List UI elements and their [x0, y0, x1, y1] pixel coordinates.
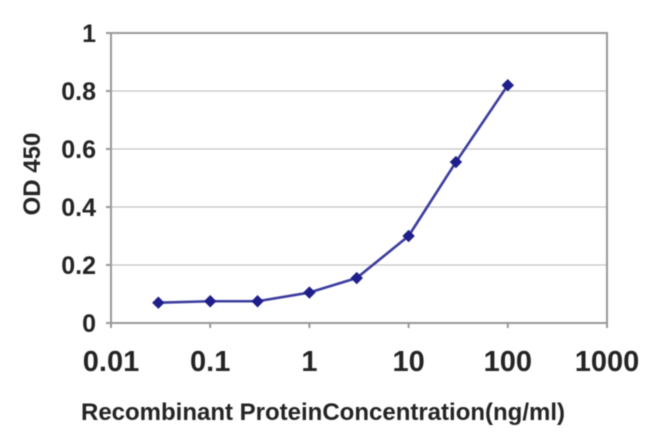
plot-frame	[110, 32, 608, 324]
x-tick-label: 10	[392, 346, 424, 378]
series-line	[158, 84, 509, 304]
x-tick-label: 1	[301, 346, 317, 378]
data-point-marker	[402, 229, 415, 243]
data-point-marker	[449, 155, 463, 169]
y-tick-label: 0.2	[61, 252, 96, 280]
y-tick-label: 0.4	[61, 194, 96, 222]
x-tick-label: 0.1	[190, 346, 230, 378]
data-point-marker	[303, 286, 316, 299]
x-axis-title: Recombinant ProteinConcentration(ng/ml)	[81, 399, 565, 426]
y-tick-label: 0.8	[61, 78, 96, 106]
data-point-marker	[203, 295, 217, 308]
data-point-marker	[350, 271, 363, 285]
x-tick-label: 1000	[575, 346, 640, 378]
y-tick-label: 0.6	[61, 136, 96, 164]
y-axis-title: OD 450	[19, 133, 46, 216]
y-tick-label: 0	[82, 310, 96, 338]
data-point-marker	[251, 295, 264, 308]
y-tick-label: 1	[82, 20, 96, 48]
x-tick-label: 0.01	[83, 346, 139, 378]
x-tick-label: 100	[484, 346, 532, 378]
data-point-marker	[152, 296, 165, 309]
data-point-marker	[501, 78, 515, 92]
